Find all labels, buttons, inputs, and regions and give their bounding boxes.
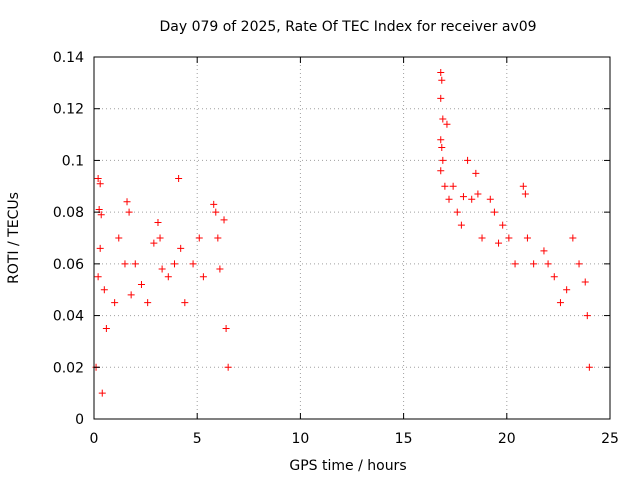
y-tick-label: 0.08	[53, 205, 84, 221]
y-tick-label: 0.06	[53, 257, 84, 273]
data-point	[195, 234, 203, 242]
data-point	[563, 286, 571, 294]
x-tick-label: 0	[90, 431, 99, 447]
y-tick-label: 0.02	[53, 360, 84, 376]
data-point	[437, 136, 445, 144]
data-point	[137, 281, 145, 289]
data-point	[490, 208, 498, 216]
data-point	[569, 234, 577, 242]
data-point	[212, 208, 220, 216]
grid-lines	[94, 57, 610, 419]
axis-ticks: 0 5 10 15 20 25 0 0.02 0.04 0.06 0.08 0.1 0.12 0.14	[53, 50, 619, 447]
data-point	[220, 216, 228, 224]
data-point	[438, 76, 446, 84]
data-point	[544, 260, 552, 268]
x-tick-label: 10	[291, 431, 309, 447]
data-point	[127, 291, 135, 299]
data-point	[123, 198, 131, 206]
data-point	[102, 325, 110, 332]
data-point	[457, 221, 465, 229]
y-tick-label: 0.14	[53, 50, 84, 66]
data-point	[478, 234, 486, 242]
x-tick-label: 5	[193, 431, 202, 447]
data-point	[550, 273, 558, 281]
data-point	[439, 115, 447, 123]
data-point	[177, 244, 185, 252]
data-point	[170, 260, 178, 268]
y-tick-label: 0.12	[53, 102, 84, 118]
data-point	[150, 239, 158, 247]
data-point	[111, 299, 119, 307]
data-point	[199, 273, 207, 281]
data-point	[121, 260, 129, 268]
data-point	[575, 260, 583, 268]
data-point	[144, 299, 152, 307]
y-tick-label: 0.1	[62, 153, 84, 169]
data-point	[439, 156, 447, 164]
data-point	[224, 363, 232, 371]
data-point	[585, 363, 593, 371]
data-point	[96, 244, 104, 252]
data-point	[472, 169, 480, 177]
data-point	[464, 156, 472, 164]
data-point	[437, 69, 445, 77]
data-point	[583, 312, 591, 320]
data-point	[519, 182, 527, 190]
data-point	[97, 211, 105, 219]
data-point	[443, 120, 451, 128]
data-point	[468, 195, 476, 203]
data-point	[125, 208, 133, 216]
data-point	[158, 265, 166, 273]
data-point	[100, 286, 108, 294]
data-point	[94, 175, 102, 183]
data-point	[96, 180, 104, 188]
data-point	[459, 193, 467, 201]
x-tick-label: 25	[601, 431, 619, 447]
data-point	[437, 167, 445, 175]
x-tick-label: 15	[395, 431, 413, 447]
data-point	[445, 195, 453, 203]
data-point	[210, 200, 218, 208]
data-point	[131, 260, 139, 268]
data-point	[94, 273, 102, 281]
data-point	[474, 190, 482, 198]
data-point	[222, 325, 230, 332]
data-point	[530, 260, 538, 268]
data-point	[164, 273, 172, 281]
data-point	[437, 94, 445, 102]
data-point	[181, 299, 189, 307]
data-point	[540, 247, 548, 255]
data-point	[115, 234, 123, 242]
data-point	[505, 234, 513, 242]
data-point	[154, 218, 162, 226]
y-tick-label: 0.04	[53, 309, 84, 325]
data-point	[556, 299, 564, 307]
data-point	[499, 221, 507, 229]
data-point	[453, 208, 461, 216]
data-points	[92, 69, 593, 397]
x-axis-label: GPS time / hours	[289, 458, 406, 474]
data-point	[98, 389, 106, 397]
y-axis-label: ROTI / TECUs	[6, 192, 22, 284]
x-tick-label: 20	[498, 431, 516, 447]
data-point	[189, 260, 197, 268]
data-point	[441, 182, 449, 190]
data-point	[216, 265, 224, 273]
data-point	[581, 278, 589, 286]
data-point	[214, 234, 222, 242]
plot-frame	[93, 56, 611, 420]
data-point	[486, 195, 494, 203]
data-point	[511, 260, 519, 268]
data-point	[175, 175, 183, 183]
y-tick-label: 0	[75, 412, 84, 428]
data-point	[449, 182, 457, 190]
chart-title: Day 079 of 2025, Rate Of TEC Index for r…	[159, 19, 536, 35]
data-point	[438, 144, 446, 151]
data-point	[495, 239, 503, 247]
data-point	[521, 190, 529, 198]
data-point	[523, 234, 531, 242]
data-point	[156, 234, 164, 242]
